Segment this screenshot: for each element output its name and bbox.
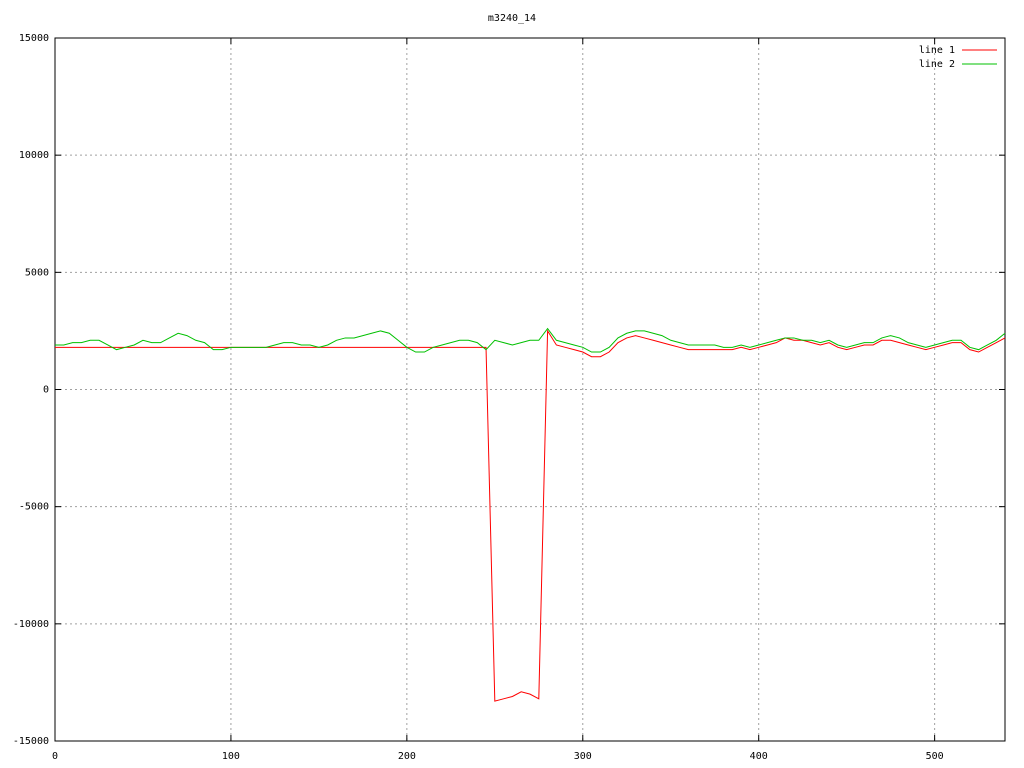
x-tick-label: 200	[398, 751, 416, 762]
x-tick-label: 100	[222, 751, 240, 762]
y-tick-label: -5000	[19, 502, 49, 513]
x-tick-label: 500	[926, 751, 944, 762]
x-tick-label: 0	[52, 751, 58, 762]
x-tick-label: 300	[574, 751, 592, 762]
data-line	[55, 327, 1006, 353]
y-tick-label: 10000	[19, 150, 49, 161]
y-tick-label: 5000	[25, 267, 49, 278]
y-tick-label: 0	[43, 385, 49, 396]
chart-title: m3240_14	[488, 13, 536, 24]
legend-label: line 1	[919, 45, 955, 56]
plot-frame	[54, 37, 1006, 742]
x-tick-label: 400	[750, 751, 768, 762]
data-line	[55, 329, 1006, 702]
legend-label: line 2	[919, 59, 955, 70]
y-tick-label: -10000	[13, 619, 49, 630]
y-tick-label: -15000	[13, 736, 49, 747]
y-tick-label: 15000	[19, 33, 49, 44]
